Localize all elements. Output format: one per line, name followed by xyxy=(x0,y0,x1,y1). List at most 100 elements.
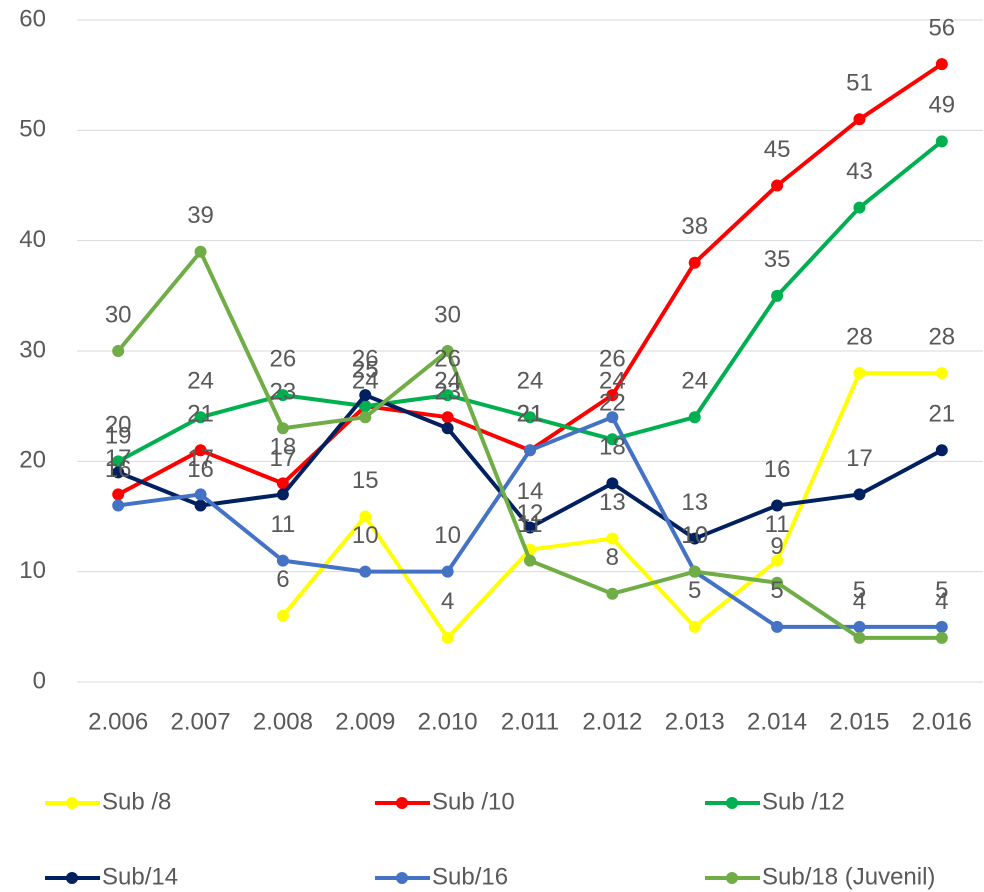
data-point xyxy=(112,455,125,468)
data-point xyxy=(771,179,784,192)
y-tick-label: 10 xyxy=(19,557,46,584)
data-point xyxy=(359,389,372,402)
data-label: 5 xyxy=(688,577,701,604)
data-point xyxy=(359,510,372,523)
data-label: 17 xyxy=(270,445,297,472)
x-tick-label: 2.008 xyxy=(253,708,313,735)
data-label: 16 xyxy=(187,456,214,483)
data-point xyxy=(606,532,619,545)
data-label: 24 xyxy=(352,368,379,395)
data-point xyxy=(112,488,125,501)
x-tick-label: 2.009 xyxy=(335,708,395,735)
data-label: 28 xyxy=(846,323,873,350)
data-label: 22 xyxy=(599,390,626,417)
data-label: 49 xyxy=(928,92,955,119)
data-point xyxy=(688,256,701,269)
data-point xyxy=(853,488,866,501)
data-point xyxy=(441,631,454,644)
x-tick-label: 2.007 xyxy=(171,708,231,735)
data-label: 14 xyxy=(517,478,544,505)
x-tick-label: 2.014 xyxy=(747,708,807,735)
data-label: 13 xyxy=(681,489,708,516)
data-label: 28 xyxy=(928,323,955,350)
data-label: 24 xyxy=(187,368,214,395)
data-point xyxy=(935,367,948,380)
data-point xyxy=(276,422,289,435)
data-point xyxy=(606,477,619,490)
legend-label: Sub/14 xyxy=(102,863,178,890)
legend-marker xyxy=(396,872,408,884)
legend-label: Sub /10 xyxy=(432,788,515,815)
data-point xyxy=(441,411,454,424)
data-label: 19 xyxy=(105,423,132,450)
y-tick-label: 0 xyxy=(33,667,46,694)
data-label: 10 xyxy=(352,522,379,549)
data-label: 4 xyxy=(441,588,454,615)
data-label: 24 xyxy=(517,368,544,395)
data-label: 24 xyxy=(599,368,626,395)
data-label: 25 xyxy=(352,357,379,384)
legend-label: Sub/16 xyxy=(432,863,508,890)
data-label: 5 xyxy=(853,577,866,604)
data-point xyxy=(853,201,866,214)
x-tick-label: 2.013 xyxy=(665,708,725,735)
data-label: 10 xyxy=(681,522,708,549)
data-label: 26 xyxy=(434,345,461,372)
data-label: 39 xyxy=(187,202,214,229)
data-point xyxy=(359,411,372,424)
data-point xyxy=(771,289,784,302)
data-label: 6 xyxy=(276,566,289,593)
legend-label: Sub /12 xyxy=(762,788,845,815)
data-point xyxy=(276,477,289,490)
data-label: 11 xyxy=(765,511,790,538)
data-point xyxy=(359,565,372,578)
data-point xyxy=(853,113,866,126)
data-point xyxy=(441,389,454,402)
data-point xyxy=(771,499,784,512)
data-label: 9 xyxy=(770,533,783,560)
y-tick-label: 50 xyxy=(19,116,46,143)
data-point xyxy=(688,620,701,633)
y-tick-label: 40 xyxy=(19,226,46,253)
data-label: 15 xyxy=(352,467,379,494)
data-point xyxy=(606,389,619,402)
data-point xyxy=(771,620,784,633)
data-point xyxy=(853,367,866,380)
data-label: 38 xyxy=(681,213,708,240)
data-label: 18 xyxy=(270,434,297,461)
data-label: 43 xyxy=(846,158,873,185)
data-label: 12 xyxy=(517,500,544,527)
data-point xyxy=(606,411,619,424)
legend-marker xyxy=(66,872,78,884)
data-point xyxy=(935,620,948,633)
data-point xyxy=(194,499,207,512)
data-point xyxy=(276,554,289,567)
data-point xyxy=(524,521,536,534)
data-label: 45 xyxy=(764,136,791,163)
data-label: 16 xyxy=(105,456,132,483)
data-label: 24 xyxy=(434,368,461,395)
x-tick-label: 2.015 xyxy=(829,708,889,735)
data-label: 56 xyxy=(928,14,955,41)
data-label: 17 xyxy=(105,445,132,472)
data-point xyxy=(688,565,701,578)
data-label: 5 xyxy=(770,577,783,604)
data-point xyxy=(853,631,866,644)
data-point xyxy=(606,587,619,600)
data-point xyxy=(194,488,207,501)
data-point xyxy=(359,400,372,413)
x-tick-label: 2.016 xyxy=(912,708,972,735)
data-label: 26 xyxy=(352,345,379,372)
data-label: 11 xyxy=(270,511,295,538)
data-point xyxy=(276,488,289,501)
y-tick-label: 30 xyxy=(19,336,46,363)
data-label: 26 xyxy=(270,345,297,372)
data-point xyxy=(524,411,536,424)
data-label: 18 xyxy=(599,434,626,461)
data-point xyxy=(441,565,454,578)
data-point xyxy=(524,554,536,567)
data-label: 30 xyxy=(105,301,132,328)
data-point xyxy=(194,245,207,258)
data-label: 21 xyxy=(517,401,544,428)
